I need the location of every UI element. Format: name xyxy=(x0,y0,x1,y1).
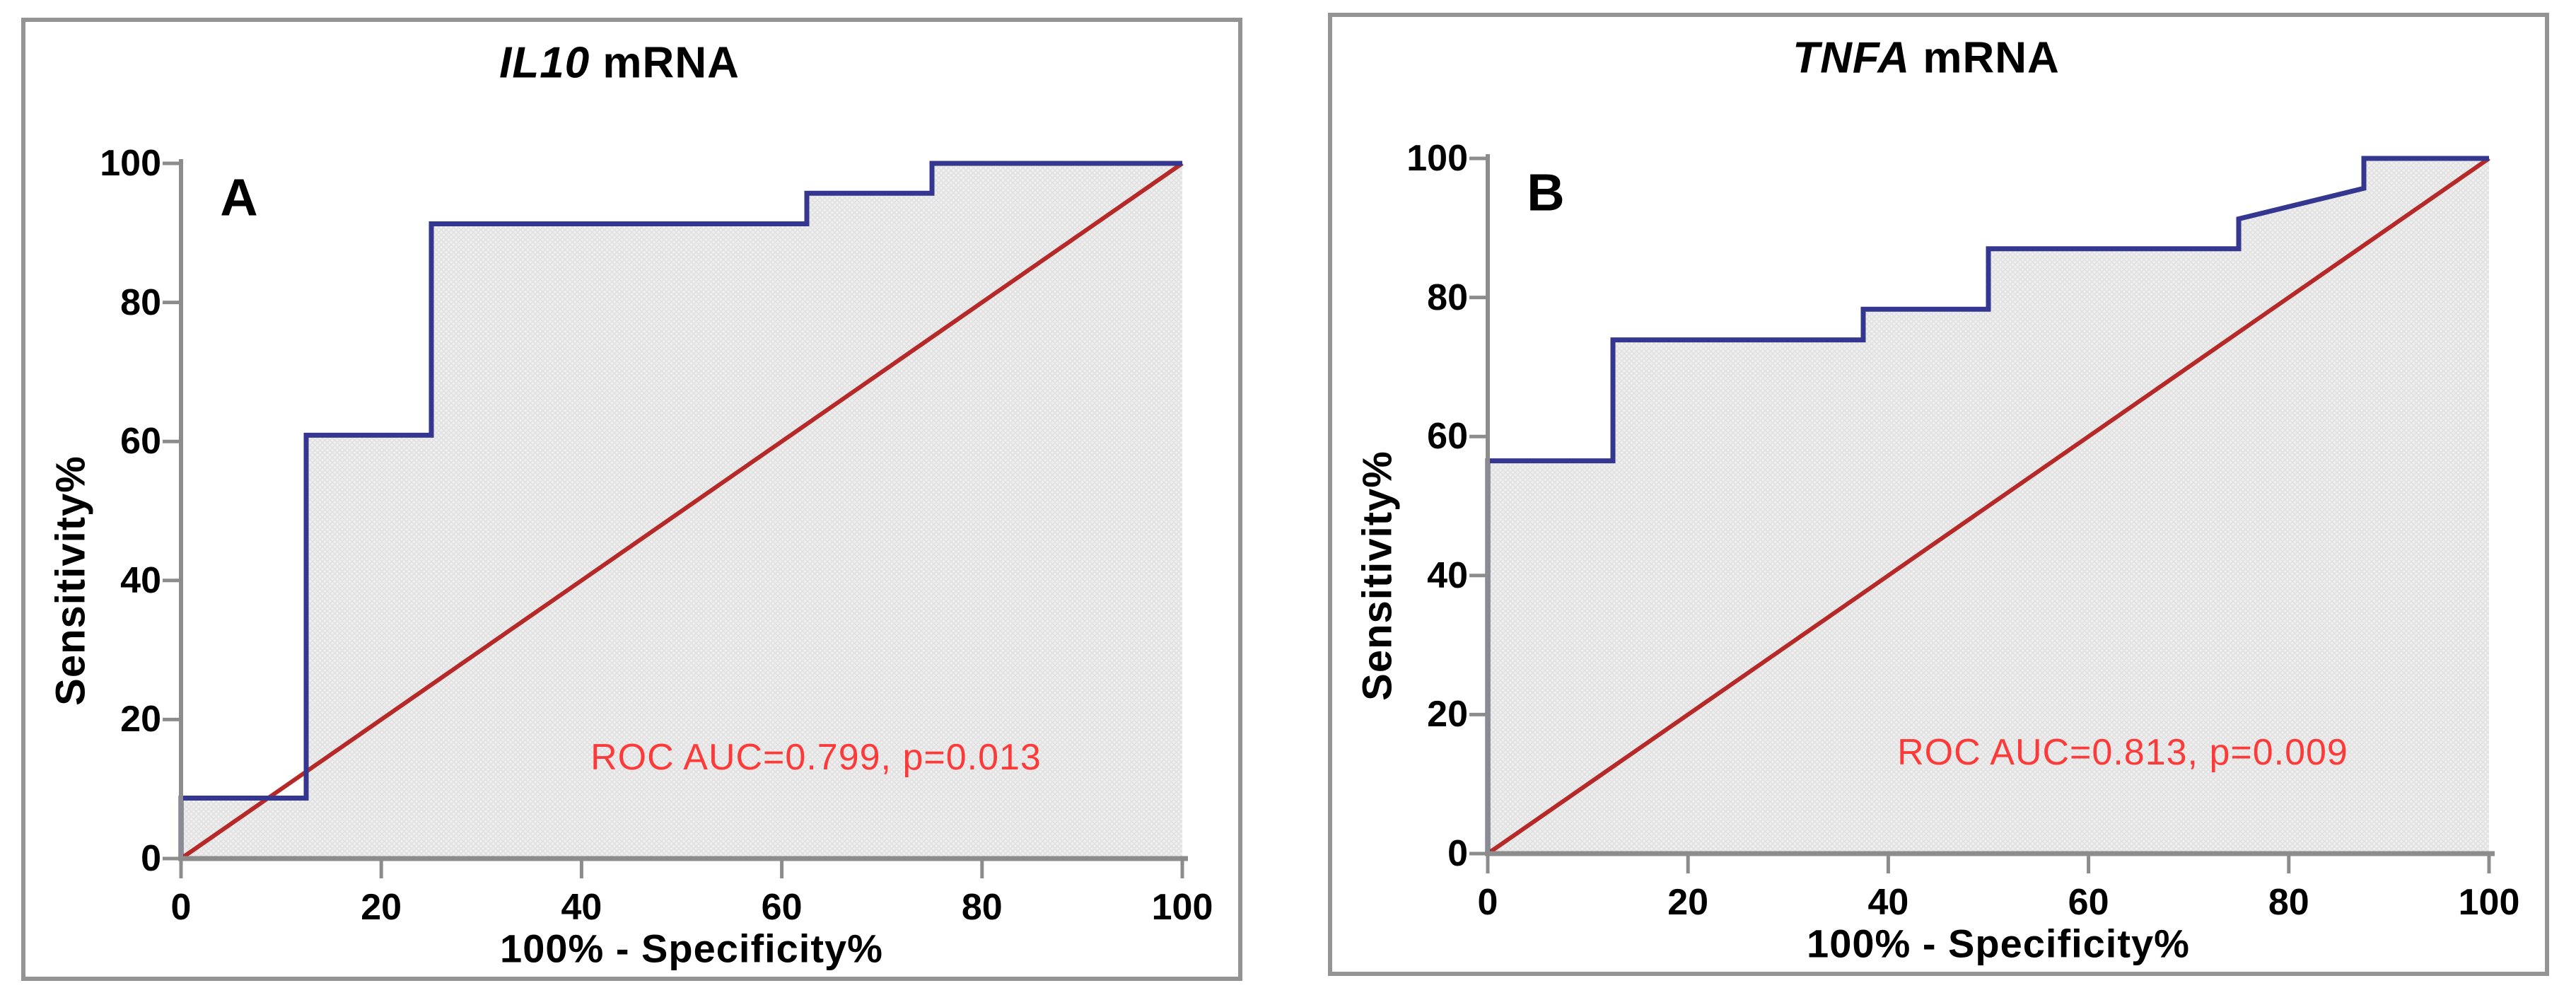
y-tick-label: 80 xyxy=(120,281,161,323)
x-tick-label: 20 xyxy=(361,887,402,928)
gene-name: IL10 xyxy=(499,38,590,88)
x-tick-label: 60 xyxy=(761,887,803,928)
roc-plot-il10 xyxy=(163,159,1188,878)
x-axis-label: 100% - Specificity% xyxy=(1807,921,2190,966)
y-tick-label: 100 xyxy=(1406,138,1468,179)
panel-letter: B xyxy=(1527,163,1565,222)
auc-annotation: ROC AUC=0.813, p=0.009 xyxy=(1897,732,2348,773)
y-tick-label: 20 xyxy=(120,699,161,740)
x-tick-label: 100 xyxy=(1151,887,1213,928)
chart-title-suffix: mRNA xyxy=(590,38,740,88)
x-tick-label: 40 xyxy=(1867,882,1909,923)
y-tick-label: 60 xyxy=(120,421,161,463)
x-tick-label: 40 xyxy=(561,887,602,928)
chart-title-suffix: mRNA xyxy=(1910,33,2060,83)
auc-annotation: ROC AUC=0.799, p=0.013 xyxy=(590,737,1042,778)
y-tick-label: 60 xyxy=(1427,416,1468,458)
roc-plot-tnfa xyxy=(1469,154,2495,873)
chart-title: TNFA mRNA xyxy=(1793,33,2060,83)
gene-name: TNFA xyxy=(1793,33,1911,83)
x-tick-label: 80 xyxy=(2268,882,2309,923)
y-tick-label: 0 xyxy=(1447,833,1468,874)
x-tick-label: 80 xyxy=(961,887,1003,928)
panel-a: IL10 mRNA A Sensitivity% 100% - Specific… xyxy=(21,18,1242,981)
x-tick-label: 0 xyxy=(170,887,192,928)
x-tick-label: 0 xyxy=(1477,882,1498,923)
y-tick-label: 80 xyxy=(1427,277,1468,318)
panel-letter: A xyxy=(220,168,258,227)
panel-b: TNFA mRNA B Sensitivity% 100% - Specific… xyxy=(1328,13,2549,976)
y-tick-label: 40 xyxy=(120,559,161,601)
y-tick-label: 100 xyxy=(100,143,161,184)
x-tick-label: 100 xyxy=(2458,882,2520,923)
y-tick-label: 0 xyxy=(141,838,161,879)
chart-title: IL10 mRNA xyxy=(499,38,740,88)
y-tick-label: 40 xyxy=(1427,554,1468,596)
x-axis-label: 100% - Specificity% xyxy=(500,926,883,971)
x-tick-label: 60 xyxy=(2068,882,2109,923)
x-tick-label: 20 xyxy=(1667,882,1709,923)
y-tick-label: 20 xyxy=(1427,694,1468,736)
